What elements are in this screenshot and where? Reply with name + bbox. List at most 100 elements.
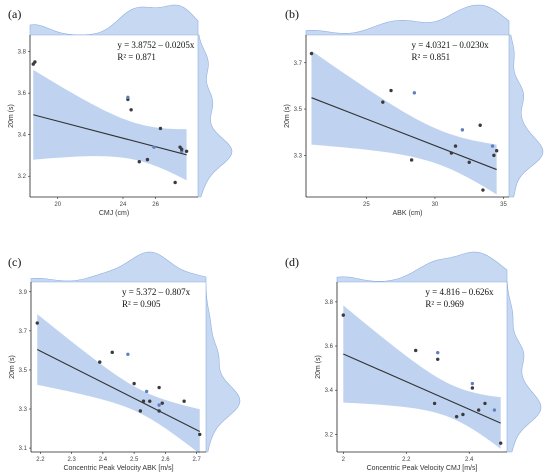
data-point [160,401,164,405]
data-point [470,386,475,390]
data-point [494,149,499,153]
data-point [499,441,503,445]
chart-b: 25 30 35 3.3 3.5 3.7 y = 4.0321 – 0.0230x R² = … [284,4,544,217]
equation-label: y = 3.8752 – 0.0205x [117,40,195,50]
data-point [436,350,440,355]
panel-label-d: (d) [285,255,299,269]
y-axis-title: 20m (s) [284,104,291,128]
data-point [432,401,437,406]
data-point [470,381,475,386]
y-tick-label: 3.3 [294,153,303,159]
data-point [157,385,161,390]
y-tick-label: 3.6 [325,344,334,350]
y-tick-label: 3.5 [19,368,28,374]
regression-line [343,353,501,424]
y-tick-label: 3.1 [19,446,28,452]
r2-label: R² = 0.969 [425,299,464,309]
data-point [198,432,202,437]
x-tick-label: 2.7 [192,457,201,463]
data-point [145,157,150,162]
chart-d: 2 2.2 2.4 3.2 3.4 3.6 3.8 y = 4.816 – 0.626x R² … [315,251,542,472]
y-tick-label: 3.3 [19,407,28,413]
x-density [30,251,207,283]
r2-label: R² = 0.851 [412,52,451,62]
data-point [138,409,143,413]
x-density [29,4,199,36]
y-tick-label: 3.6 [18,91,27,97]
data-point [173,180,177,185]
data-point [132,381,136,386]
regression-line [311,97,497,171]
data-point [492,408,497,412]
panel-c: (c) 2.2 2.3 2.4 2.5 2.6 2.7 3.1 3.3 3.5 3.7 3.9 y =… [0,237,275,474]
data-point [157,403,161,407]
panel-label-a: (a) [8,7,22,21]
data-point [492,153,496,158]
y-tick-label: 3.8 [18,50,27,56]
y-tick-label: 3.2 [18,174,27,180]
y-axis-title: 20m (s) [315,355,322,379]
x-tick-label: 2.6 [161,457,170,463]
data-point [341,313,345,317]
y-tick-label: 3.7 [294,61,303,67]
y-axis-title: 20m (s) [9,355,16,379]
data-point [412,91,417,95]
data-point [453,144,458,148]
data-point [461,412,465,417]
data-point [33,60,37,64]
data-point [436,357,440,361]
data-point [184,149,189,154]
y-tick-label: 3.2 [325,432,334,438]
y-tick-label: 3.9 [19,290,28,296]
data-point [478,123,482,127]
y-density [506,281,542,453]
data-point [381,100,385,104]
x-axis-title: Concentric Peak Velocity ABK [m/s] [63,465,173,472]
data-point [454,414,459,419]
equation-label: y = 4.0321 – 0.0230x [412,40,490,50]
data-point [148,399,152,403]
confidence-band [343,305,501,449]
x-tick-label: 24 [120,202,127,208]
x-axis-title: ABK (cm) [393,210,423,217]
data-point [137,159,141,164]
data-point [152,145,156,149]
data-point [179,147,184,151]
regression-line [33,114,187,156]
data-point [110,350,114,355]
data-point [141,399,146,403]
data-point [490,144,495,148]
x-tick-label: 2.4 [465,457,474,463]
data-point [309,51,314,56]
equation-label: y = 5.372 – 0.807x [122,287,191,297]
regression-line [37,348,200,432]
x-tick-label: 30 [432,202,439,208]
confidence-band [33,69,187,181]
data-point [35,321,39,325]
x-tick-label: 2.2 [402,457,411,463]
x-tick-label: 35 [500,202,507,208]
x-tick-label: 2.3 [67,457,76,463]
x-tick-label: 2 [342,457,346,463]
y-axis-title: 20m (s) [8,104,15,128]
data-point [460,128,465,132]
x-tick-label: 26 [152,202,159,208]
panel-d: (d) 2 2.2 2.4 3.2 3.4 3.6 3.8 y = 4.816 – 0.626… [275,237,550,474]
x-tick-label: 2.5 [130,457,139,463]
y-tick-label: 3.4 [325,388,334,394]
x-tick-label: 2.4 [99,457,108,463]
data-point [449,151,454,155]
y-tick-label: 3.8 [325,300,334,306]
panel-b: (b) 25 30 35 3.3 3.5 3.7 y = 4.0321 – 0.0230x R… [275,0,550,237]
data-point [389,88,393,93]
data-point [414,348,418,353]
r2-label: R² = 0.905 [122,299,161,309]
panel-label-c: (c) [8,255,22,269]
x-tick-label: 25 [363,202,370,208]
panel-label-b: (b) [285,7,299,21]
data-point [126,95,130,100]
data-point [126,352,130,356]
data-point [476,408,481,412]
y-tick-label: 3.4 [18,133,27,139]
data-point [481,188,485,192]
